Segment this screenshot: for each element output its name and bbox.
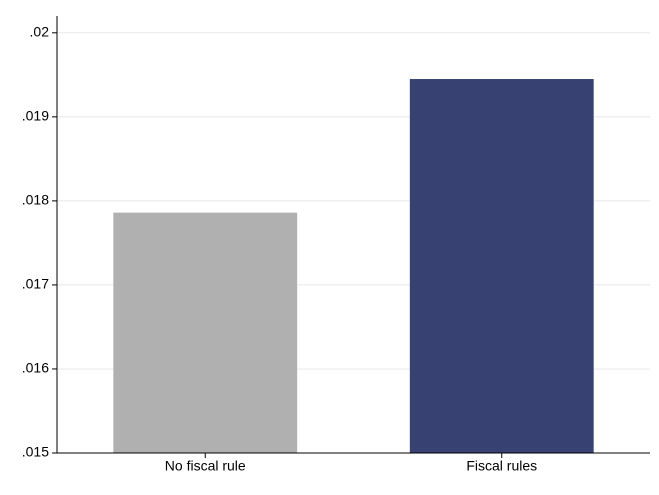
y-tick-label: .019 bbox=[22, 108, 49, 124]
y-tick-label: .016 bbox=[22, 360, 49, 376]
y-tick-label: .015 bbox=[22, 444, 49, 460]
bar bbox=[409, 79, 594, 454]
x-tick-label: No fiscal rule bbox=[165, 458, 246, 474]
y-tick-label: .018 bbox=[22, 192, 49, 208]
y-tick-label: .02 bbox=[30, 24, 50, 40]
bar bbox=[113, 212, 298, 453]
y-tick-label: .017 bbox=[22, 276, 49, 292]
x-tick-label: Fiscal rules bbox=[466, 458, 537, 474]
